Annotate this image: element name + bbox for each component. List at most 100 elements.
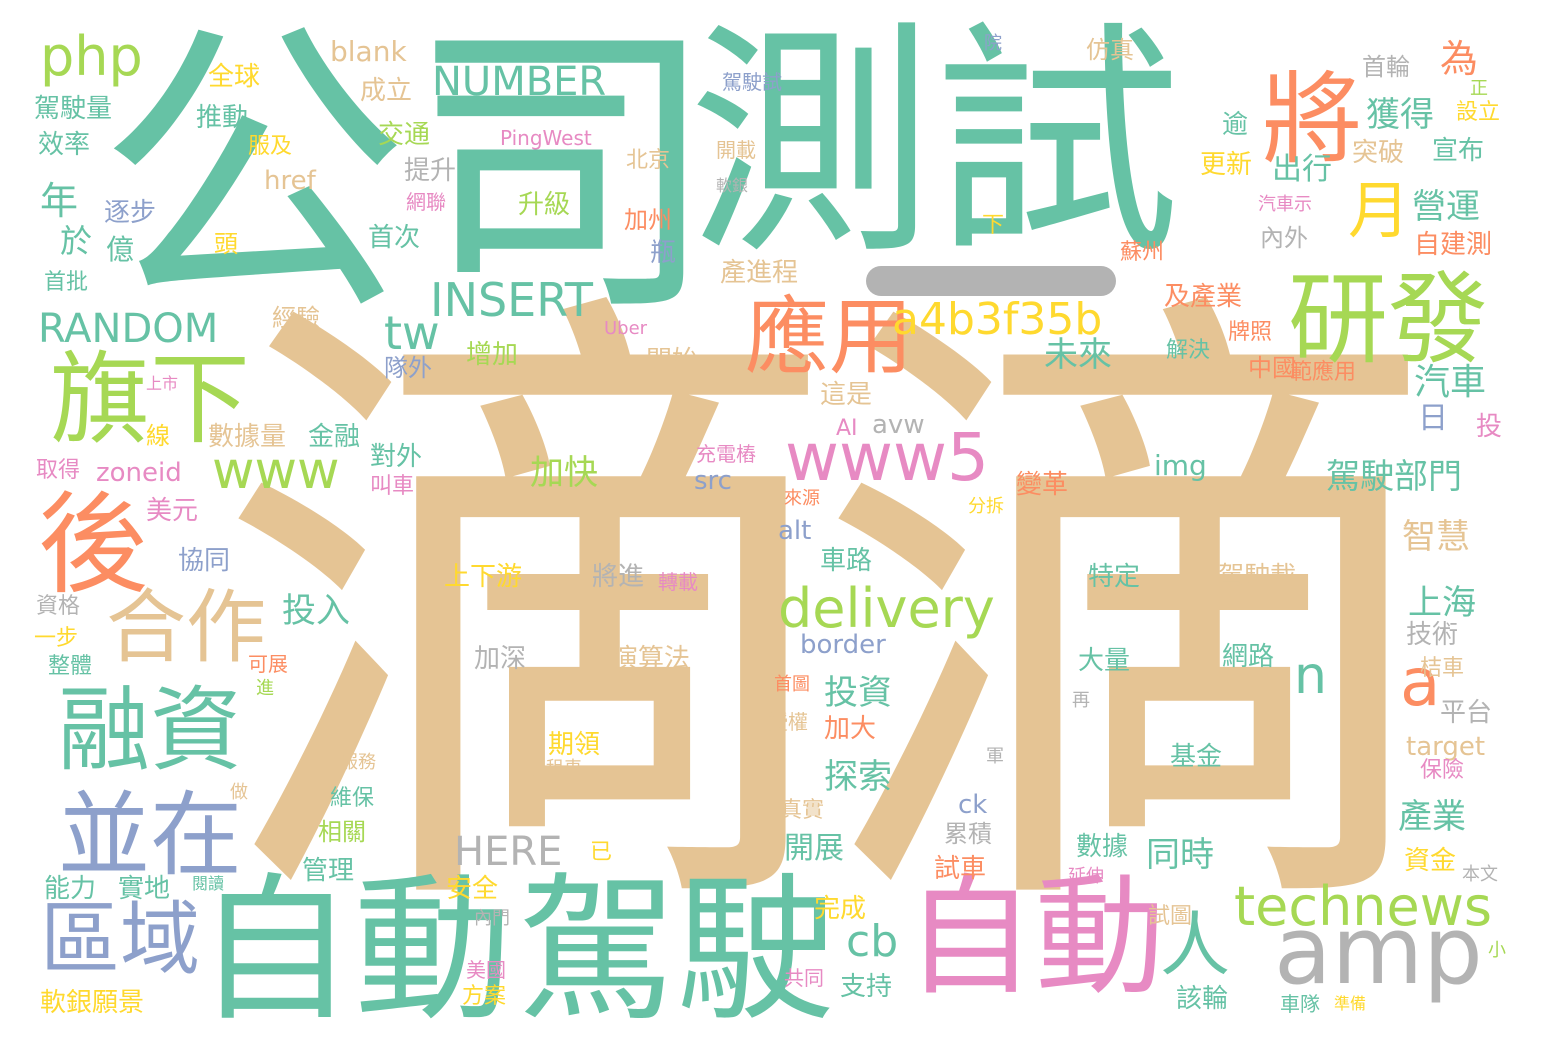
cloud-word: 加大	[824, 714, 877, 744]
cloud-word: 基金	[1170, 742, 1223, 772]
cloud-word: php	[40, 25, 143, 88]
cloud-word: 於	[60, 222, 93, 260]
cloud-word: 上下游	[444, 562, 523, 592]
cloud-word: 共同	[784, 966, 824, 990]
cloud-word: 全球	[208, 62, 261, 92]
cloud-word: 將進	[592, 562, 645, 592]
cloud-word: 來源	[784, 488, 820, 509]
cloud-word: 首輪	[1362, 53, 1410, 81]
cloud-word: 汽車	[1414, 362, 1487, 403]
cloud-word: 自動	[196, 859, 512, 1043]
cloud-word: 網路	[1222, 642, 1275, 672]
cloud-word: img	[1154, 449, 1207, 482]
cloud-word: www5	[785, 419, 989, 496]
cloud-word: 億	[106, 233, 135, 266]
cloud-word: 支持	[840, 972, 893, 1002]
cloud-word: 未來	[1044, 335, 1112, 375]
cloud-word: 突破	[1352, 138, 1405, 168]
cloud-word: 仿真	[1086, 36, 1134, 64]
cloud-word: 已	[590, 840, 613, 865]
cloud-word: 開始	[646, 346, 699, 376]
cloud-word: 協同	[178, 546, 231, 576]
cloud-word: 保險	[1420, 758, 1465, 783]
cloud-word: 範應用	[1290, 360, 1357, 385]
cloud-word: technews	[1234, 875, 1493, 938]
cloud-word: 駕駛	[518, 859, 834, 1043]
cloud-word: amp	[1274, 897, 1483, 1006]
cloud-word: href	[264, 166, 316, 196]
cloud-word: 駕駛載	[1218, 562, 1297, 592]
cloud-word: 數據	[1076, 832, 1129, 862]
cloud-word: 首次	[368, 223, 421, 253]
cloud-word: n	[1294, 646, 1327, 706]
cloud-word: 月	[1348, 174, 1411, 247]
cloud-word: 提升	[404, 156, 457, 186]
cloud-word: 瓶	[650, 238, 677, 268]
cloud-word: www	[212, 441, 340, 501]
cloud-word: 美國	[466, 958, 506, 982]
cloud-word: 轉載	[658, 570, 698, 594]
cloud-word: 研發	[1288, 261, 1488, 378]
cloud-word: 獲得	[1366, 95, 1434, 135]
cloud-word: 首批	[44, 270, 89, 295]
cloud-word: 測試	[688, 2, 1181, 288]
cloud-word: 車路	[820, 546, 873, 576]
cloud-word: 延伸	[1068, 866, 1104, 887]
cloud-word: 累積	[944, 820, 992, 848]
cloud-word: alt	[778, 516, 812, 546]
cloud-word: blank	[330, 35, 407, 68]
cloud-word: 下	[982, 213, 1005, 238]
cloud-word: RANDOM	[38, 306, 219, 352]
cloud-word: 加州	[624, 206, 672, 234]
cloud-word: zoneid	[96, 458, 182, 488]
cloud-word: 逾	[1222, 110, 1249, 140]
cloud-word: 融資	[58, 677, 243, 784]
cloud-word: src	[694, 466, 732, 496]
cloud-word: 開載	[716, 138, 756, 162]
underline-bar	[866, 266, 1116, 296]
cloud-word: 再	[1072, 690, 1090, 711]
cloud-word: 隊外	[384, 354, 432, 382]
cloud-word: 並在	[58, 782, 243, 889]
cloud-word: 美元	[146, 496, 199, 526]
cloud-word: 可展	[248, 652, 288, 676]
cloud-word: PingWest	[500, 126, 592, 150]
cloud-word: 解決	[1166, 338, 1211, 363]
cloud-word: 車隊	[1280, 992, 1320, 1016]
cloud-word: 方案	[462, 984, 507, 1009]
cloud-word: 駕駛量	[34, 94, 113, 124]
cloud-word: a4b3f35b	[892, 294, 1103, 345]
cloud-word: 同時	[1146, 835, 1214, 875]
cloud-word: cb	[846, 916, 899, 967]
cloud-word: ck	[958, 790, 988, 820]
cloud-word: 滴滴	[214, 245, 1454, 990]
cloud-word: 完成	[814, 894, 867, 924]
cloud-word: 首圖	[774, 674, 810, 695]
cloud-word: 宣布	[1432, 136, 1485, 166]
cloud-word: 正	[1470, 78, 1488, 99]
cloud-word: delivery	[778, 577, 995, 640]
cloud-word: 試車	[934, 854, 987, 884]
cloud-word: 自建測	[1414, 230, 1493, 260]
cloud-word: 公司	[98, 0, 718, 355]
cloud-word: 真實	[780, 798, 825, 823]
cloud-word: 駕駛部門	[1326, 457, 1462, 497]
cloud-word: 加快	[530, 453, 598, 493]
cloud-word: 出行	[1272, 152, 1332, 187]
cloud-word: 交通	[378, 120, 431, 150]
cloud-word: 牌照	[1228, 320, 1273, 345]
cloud-word: 為	[1440, 37, 1479, 81]
cloud-word: 資金	[1404, 846, 1457, 876]
cloud-word: 管理	[302, 856, 355, 886]
cloud-word: 年	[40, 179, 79, 223]
cloud-word: 上市	[146, 374, 179, 393]
cloud-word: 取得	[36, 458, 81, 483]
cloud-word: 及產業	[1164, 282, 1243, 312]
cloud-word: 特定	[1088, 562, 1141, 592]
cloud-word: 開展	[784, 831, 844, 866]
cloud-word: 變革	[1016, 470, 1069, 500]
cloud-word: 汽車示	[1258, 194, 1312, 215]
cloud-word: 軟銀願景	[40, 988, 145, 1018]
cloud-word: 上海	[1408, 583, 1476, 623]
